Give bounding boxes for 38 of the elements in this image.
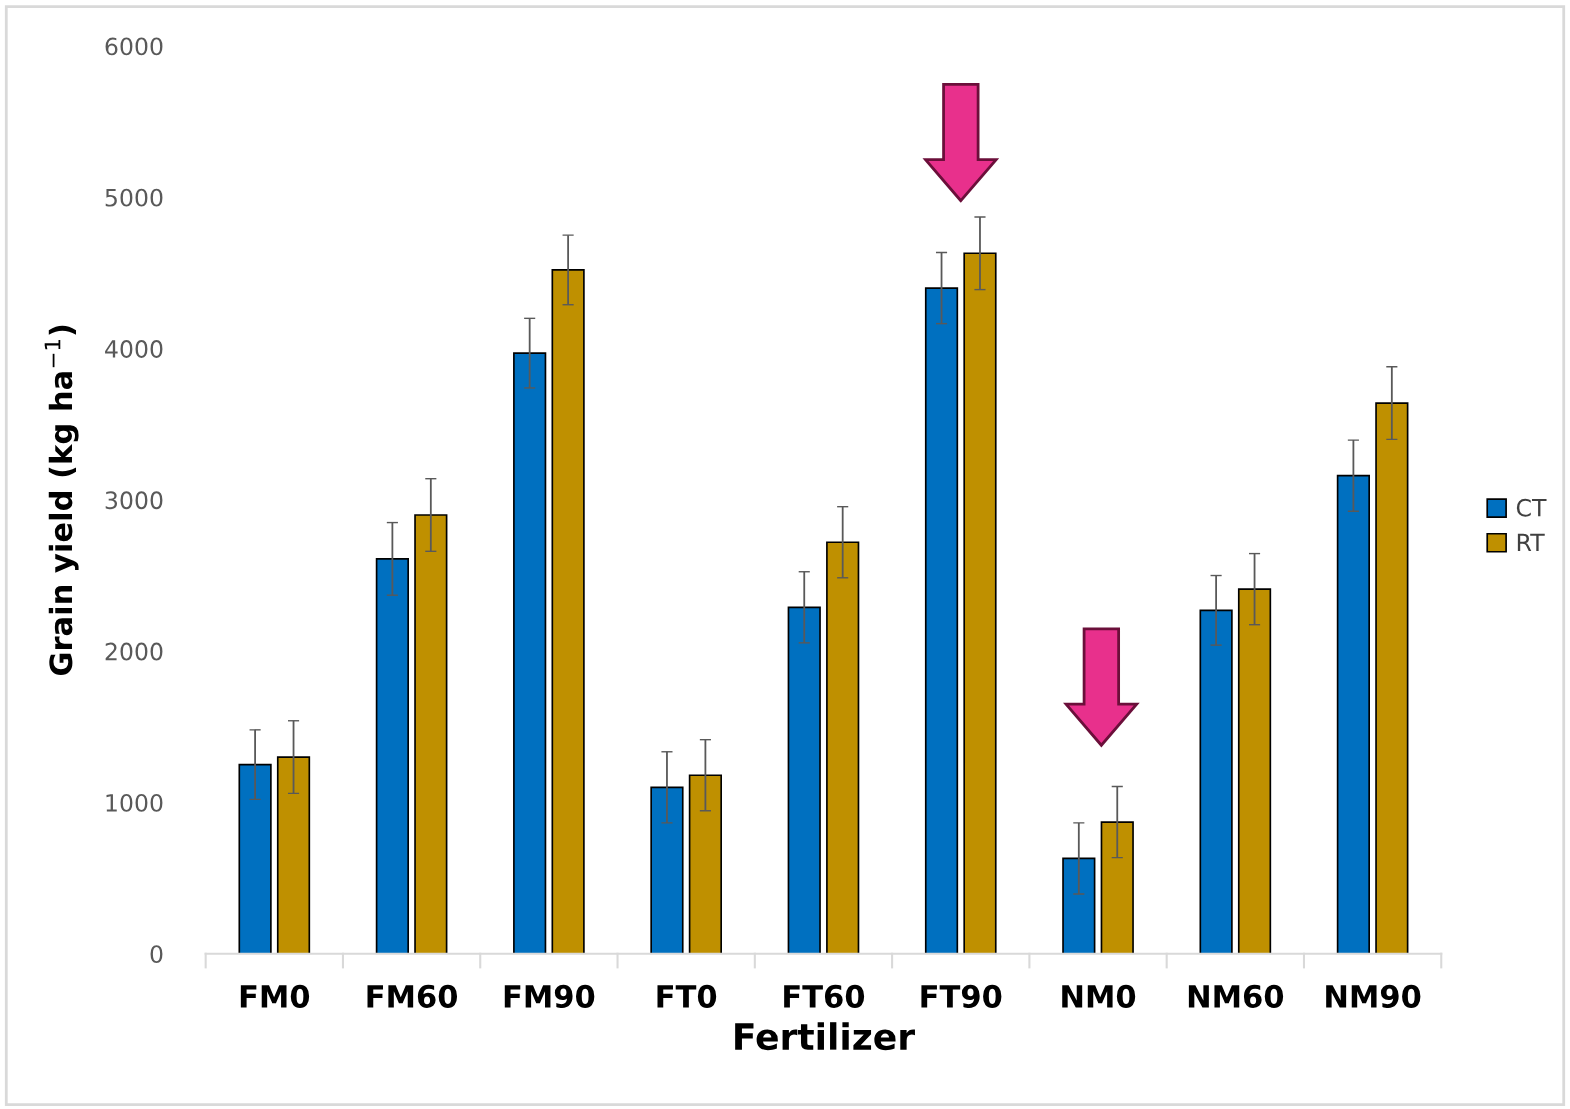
y-tick-label: 2000 <box>105 642 163 661</box>
bar <box>1237 588 1272 954</box>
y-tick-label: 5000 <box>105 188 163 207</box>
x-tick-label: FM90 <box>504 984 595 1008</box>
bar <box>276 756 311 954</box>
bar <box>551 269 585 954</box>
y-tick-label: 4000 <box>105 340 163 358</box>
x-tick-label: NM60 <box>1188 984 1284 1008</box>
bar <box>1062 857 1096 954</box>
bar <box>1100 821 1134 954</box>
bar <box>650 786 684 954</box>
x-tick-label: FT60 <box>784 984 865 1008</box>
bar <box>238 763 272 954</box>
y-tick-label: 3000 <box>105 491 163 510</box>
bar <box>787 606 821 954</box>
x-axis-title: Fertilizer <box>735 1022 915 1051</box>
bar <box>1199 609 1233 954</box>
bar <box>513 352 547 954</box>
bar <box>924 287 959 954</box>
legend-label: CT <box>1516 498 1547 517</box>
x-tick-label: FM0 <box>240 984 310 1008</box>
x-tick-label: NM0 <box>1062 984 1136 1008</box>
x-tick-label: NM90 <box>1326 984 1421 1008</box>
bar <box>414 514 448 954</box>
x-tick-label: FT0 <box>657 984 717 1008</box>
bar <box>1375 402 1409 954</box>
bar <box>688 774 723 954</box>
x-tick-label: FT90 <box>921 984 1002 1008</box>
bar <box>1336 474 1371 954</box>
x-tick-label: FM60 <box>367 984 458 1008</box>
bar <box>375 558 410 954</box>
y-tick-label: 0 <box>150 945 163 964</box>
bar <box>826 541 860 954</box>
legend-label: RT <box>1517 533 1545 551</box>
bar <box>963 252 997 954</box>
y-axis-title: Grain yield (kg ha$^{−1}$) <box>44 325 79 676</box>
y-tick-label: 1000 <box>106 793 163 812</box>
y-tick-label: 6000 <box>105 37 163 56</box>
